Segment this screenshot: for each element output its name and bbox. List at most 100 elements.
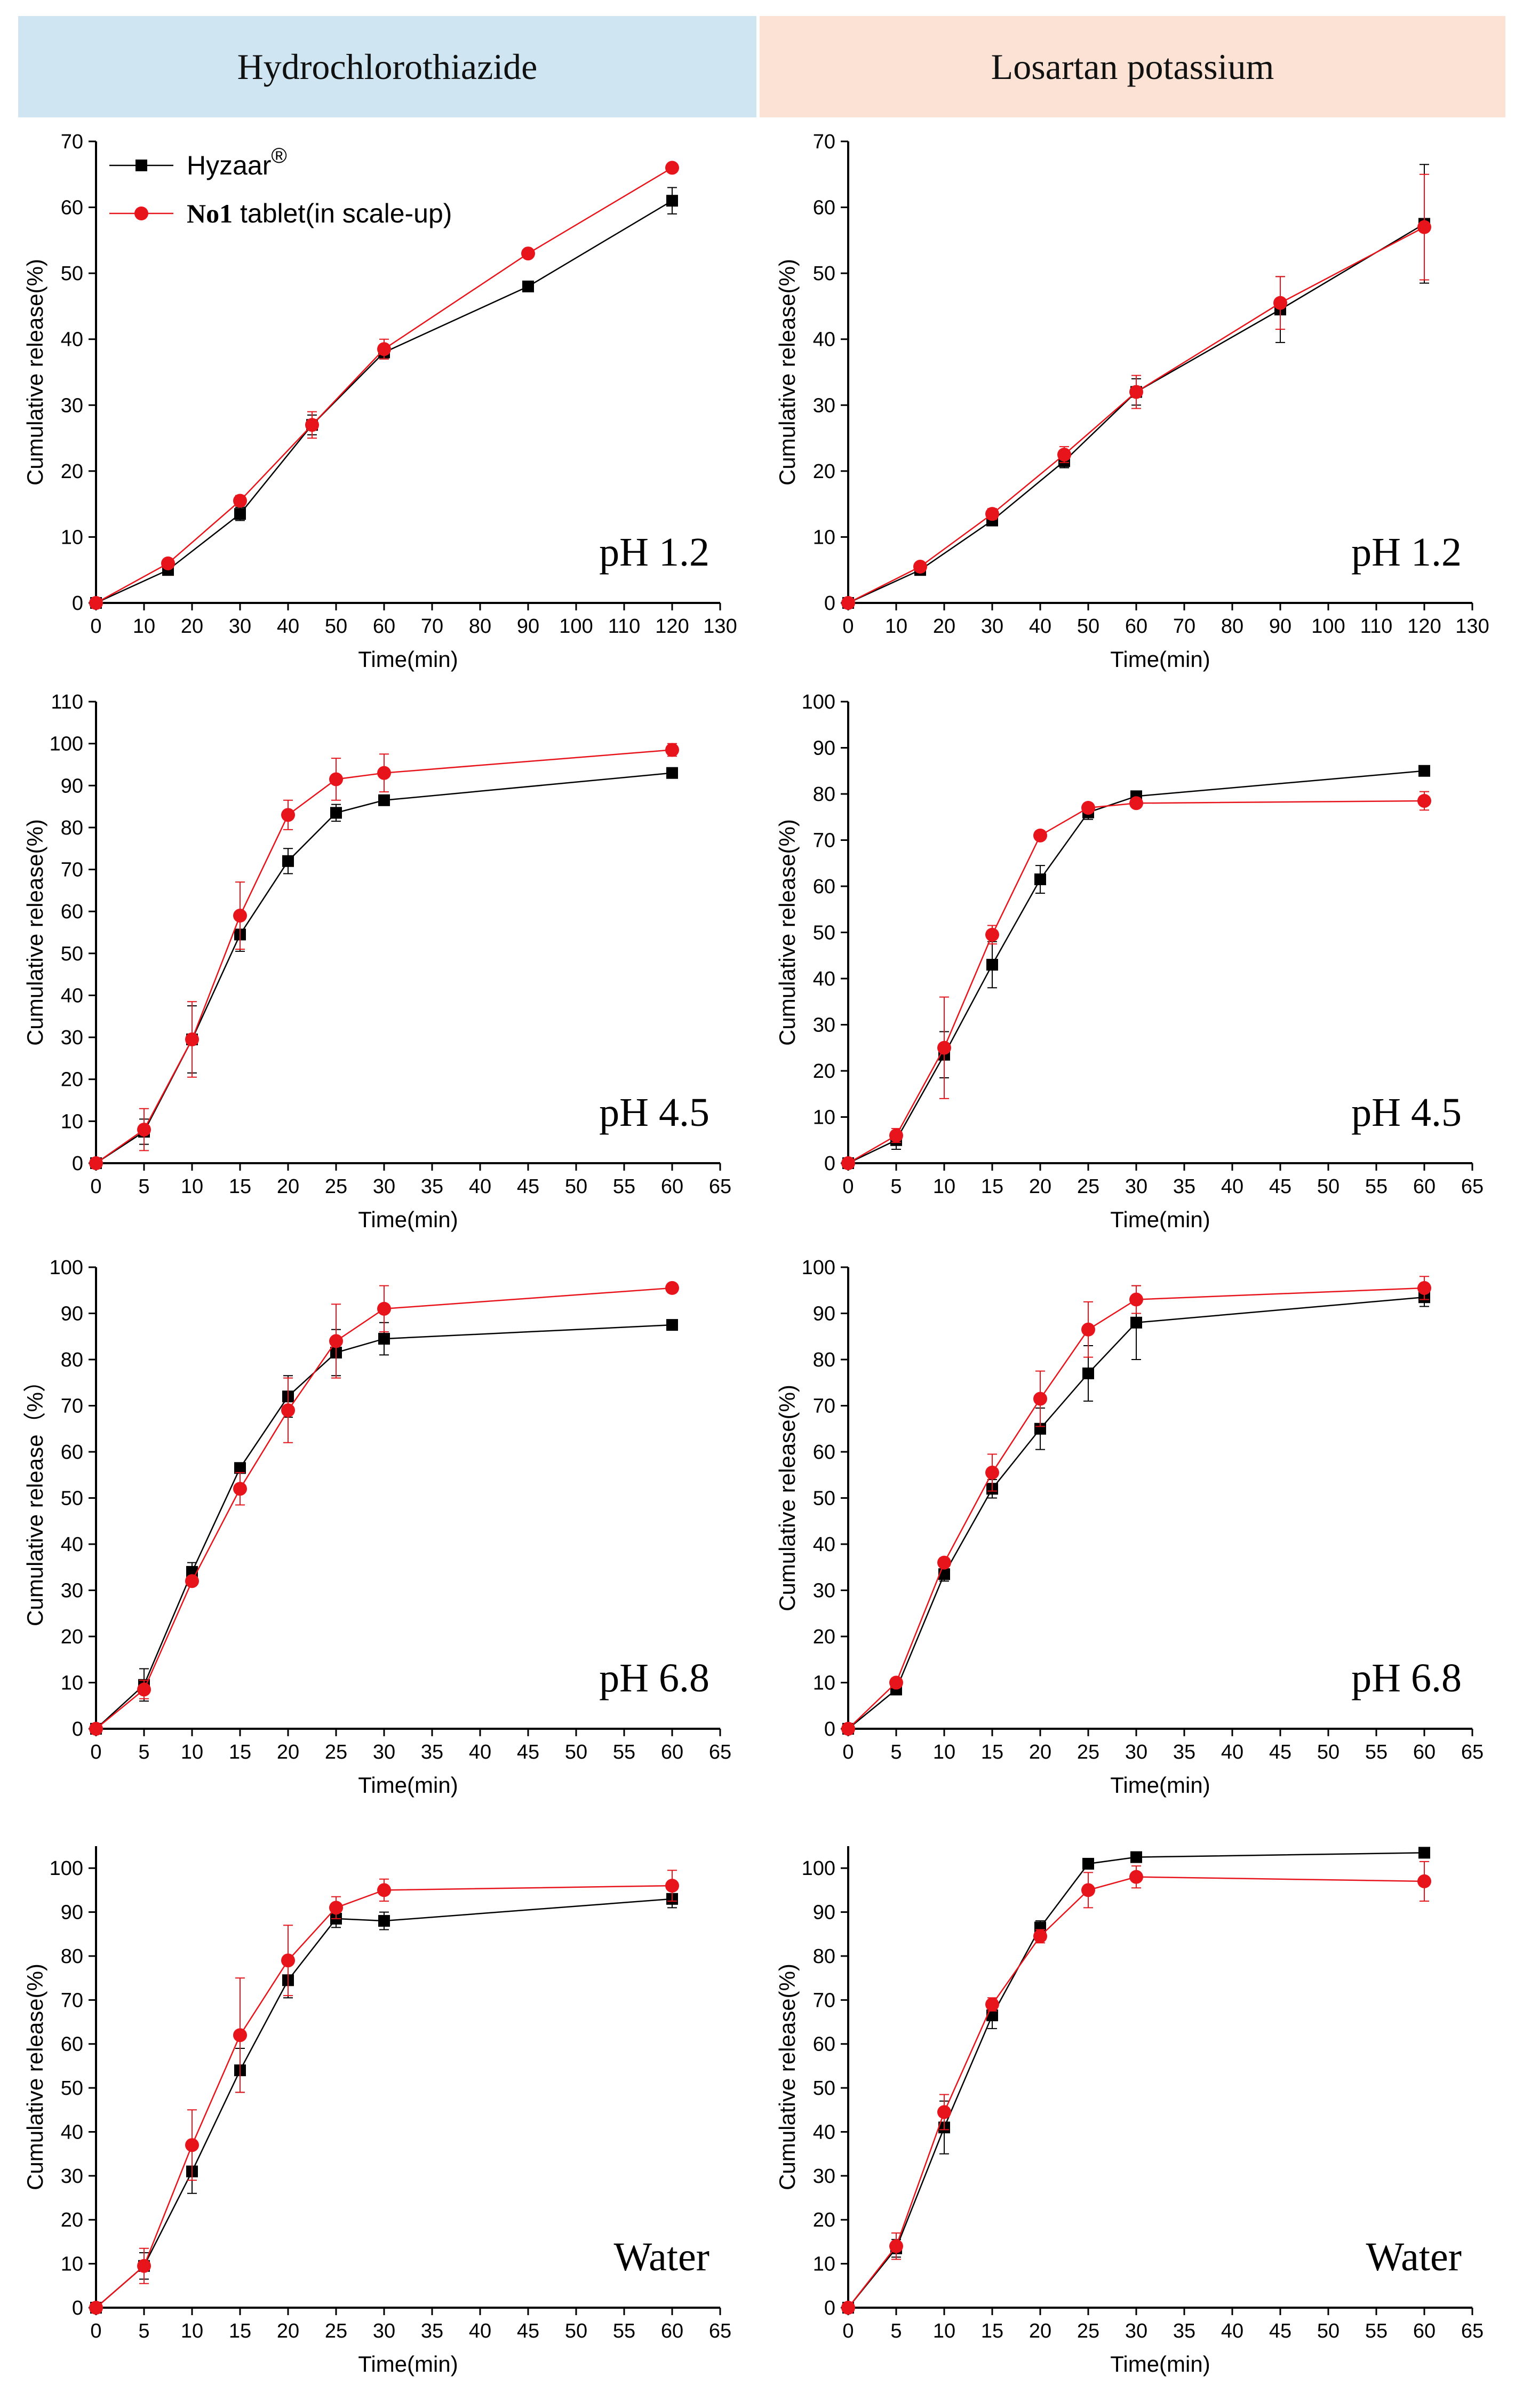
x-axis-label: Time(min)	[1110, 2351, 1210, 2377]
y-tick-label: 10	[813, 1672, 835, 1695]
data-point	[1129, 1292, 1143, 1307]
x-tick-label: 100	[559, 615, 593, 638]
condition-label: pH 6.8	[599, 1656, 709, 1700]
y-tick-label: 30	[61, 1027, 83, 1049]
data-point	[137, 1682, 151, 1697]
y-axis-label: Cumulative release（%）	[22, 1370, 47, 1626]
y-tick-label: 40	[61, 329, 83, 351]
y-tick-label: 40	[813, 329, 835, 351]
x-axis-label: Time(min)	[358, 647, 458, 672]
series-line	[848, 1876, 1425, 2308]
y-tick-label: 90	[813, 1902, 835, 1924]
data-point	[377, 766, 391, 780]
x-tick-label: 70	[1173, 615, 1195, 638]
y-tick-label: 100	[802, 691, 835, 713]
x-tick-label: 5	[138, 1175, 149, 1198]
x-tick-label: 40	[469, 1175, 491, 1198]
data-point	[1418, 765, 1430, 777]
condition-label: pH 4.5	[1351, 1090, 1462, 1135]
condition-label: pH 4.5	[599, 1090, 709, 1135]
y-tick-label: 70	[61, 131, 83, 153]
chart-panel-hctz-ph45: 0 5 10 15 20 25 30 35 40 45 50 55 60 65 0 10 20 30 40 50 60 7…	[5, 686, 752, 1241]
data-point	[841, 596, 855, 610]
data-point	[665, 1281, 679, 1295]
legend-registered-mark: ®	[271, 144, 286, 168]
condition-label: pH 1.2	[1351, 530, 1462, 575]
y-tick-label: 100	[50, 1257, 83, 1279]
x-tick-label: 0	[842, 1175, 854, 1198]
x-tick-label: 20	[277, 1175, 299, 1198]
y-tick-label: 20	[61, 1626, 83, 1648]
header-losartan-potassium: Losartan potassium	[760, 16, 1505, 117]
data-point	[889, 2239, 903, 2253]
x-tick-label: 10	[885, 615, 907, 638]
series-line	[848, 226, 1425, 604]
data-point	[185, 1574, 199, 1588]
legend-label-rest: tablet(in scale-up)	[233, 198, 452, 228]
y-tick-label: 80	[61, 1349, 83, 1371]
x-tick-label: 0	[90, 2320, 101, 2342]
data-point	[666, 1319, 678, 1331]
data-point	[137, 2259, 151, 2273]
data-point	[233, 909, 247, 923]
data-point	[137, 1123, 151, 1137]
x-tick-label: 5	[890, 1741, 902, 1763]
y-tick-label: 40	[61, 1533, 83, 1556]
x-tick-label: 55	[1365, 2320, 1388, 2342]
y-tick-label: 10	[61, 526, 83, 549]
y-tick-label: 50	[61, 263, 83, 285]
y-tick-label: 80	[61, 1945, 83, 1968]
x-tick-label: 50	[565, 1741, 587, 1763]
data-point	[329, 1334, 343, 1348]
data-point	[1130, 1316, 1142, 1329]
y-tick-label: 100	[802, 1857, 835, 1880]
y-tick-label: 0	[72, 1718, 83, 1741]
data-point	[1081, 1883, 1095, 1897]
chart-panel-hctz-water: 0 5 10 15 20 25 30 35 40 45 50 55 60 65 0 10 20 30 40 50 60 7…	[5, 1830, 752, 2385]
y-tick-label: 50	[61, 1488, 83, 1510]
y-tick-label: 60	[813, 876, 835, 898]
y-axis-label: Cumulative release(%)	[775, 819, 800, 1046]
series-line	[848, 800, 1425, 1164]
y-tick-label: 50	[813, 263, 835, 285]
header-hydrochlorothiazide: Hydrochlorothiazide	[18, 16, 756, 117]
legend-label-hyzaar: Hyzaar®	[187, 144, 287, 180]
x-tick-label: 50	[1317, 2320, 1339, 2342]
x-tick-label: 45	[517, 2320, 539, 2342]
chart-svg: 0 5 10 15 20 25 30 35 40 45 50 55 60 65 0 10 20 30 40 50 60 7…	[775, 1846, 1484, 2377]
x-tick-label: 110	[608, 615, 641, 638]
chart-panel-hctz-ph68: 0 5 10 15 20 25 30 35 40 45 50 55 60 65 0 10 20 30 40 50 60 7…	[5, 1251, 752, 1806]
y-tick-label: 100	[802, 1257, 835, 1279]
y-tick-label: 20	[813, 1626, 835, 1648]
x-tick-label: 5	[138, 2320, 149, 2342]
data-point	[377, 342, 391, 356]
x-tick-label: 50	[325, 615, 347, 638]
y-axis-label: Cumulative release(%)	[775, 259, 800, 486]
x-tick-label: 50	[1077, 615, 1099, 638]
x-tick-label: 50	[1317, 1175, 1339, 1198]
x-tick-label: 110	[1360, 615, 1393, 638]
data-point	[937, 1555, 951, 1570]
y-axis-label: Cumulative release(%)	[775, 1964, 800, 2190]
y-tick-label: 0	[824, 592, 835, 615]
data-point	[330, 807, 342, 819]
x-axis-label: Time(min)	[358, 1773, 458, 1798]
x-tick-label: 25	[1077, 2320, 1099, 2342]
y-tick-label: 30	[61, 394, 83, 417]
data-point	[1273, 296, 1287, 310]
y-tick-label: 40	[813, 1533, 835, 1556]
y-tick-label: 90	[813, 1303, 835, 1325]
y-tick-label: 0	[72, 2297, 83, 2319]
x-tick-label: 55	[1365, 1175, 1388, 1198]
chart-panel-losartan-water: 0 5 10 15 20 25 30 35 40 45 50 55 60 65 0 10 20 30 40 50 60 7…	[758, 1830, 1504, 2385]
data-point	[1082, 1367, 1094, 1379]
x-tick-label: 5	[138, 1741, 149, 1763]
x-tick-label: 45	[517, 1741, 539, 1763]
x-tick-label: 25	[1077, 1175, 1099, 1198]
y-tick-label: 20	[813, 2209, 835, 2231]
y-tick-label: 80	[813, 1945, 835, 1968]
x-tick-label: 10	[181, 1175, 203, 1198]
data-point	[666, 767, 678, 779]
x-tick-label: 45	[1269, 1741, 1291, 1763]
x-tick-label: 80	[469, 615, 491, 638]
